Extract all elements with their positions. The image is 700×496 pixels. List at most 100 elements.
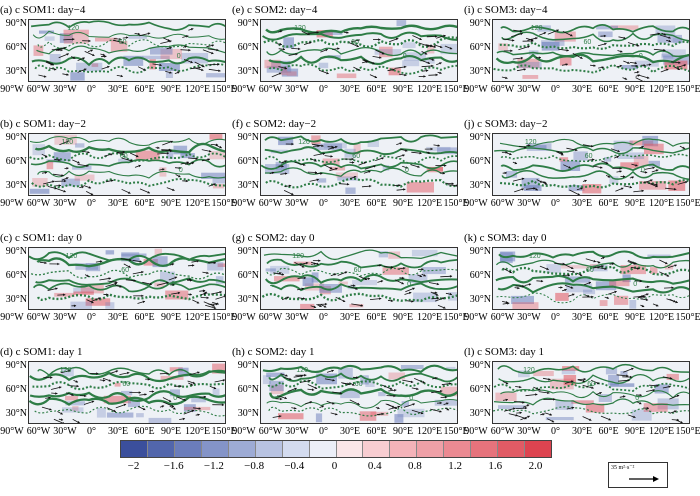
wind-vector-head — [395, 37, 399, 41]
map-area: 120 60 0 — [260, 247, 458, 310]
shading-patch — [402, 60, 420, 67]
wind-vector-head — [535, 37, 538, 40]
wind-vector-head — [173, 407, 176, 410]
map-graphic: 120 60 0 — [261, 249, 457, 309]
wind-vector-head — [522, 284, 525, 288]
shading-patch — [63, 33, 89, 44]
wind-vector-head — [589, 418, 592, 421]
wind-vector-head — [84, 394, 87, 398]
wind-vector-head — [123, 403, 127, 407]
contour-value-label: 60 — [119, 39, 127, 46]
wind-vector-head — [346, 31, 349, 34]
contour-line — [30, 20, 225, 31]
longitude-label: 0° — [551, 198, 560, 209]
wind-vector-head — [439, 71, 442, 75]
shading-patch — [661, 53, 674, 59]
wind-vector-head — [663, 33, 667, 36]
wind-vector-head — [411, 300, 414, 303]
wind-vector-head — [119, 37, 122, 41]
wind-vector-head — [647, 285, 650, 289]
wind-vector-head — [198, 407, 201, 410]
wind-vector-head — [410, 380, 414, 384]
shading-patch — [206, 73, 225, 78]
wind-vector-head — [115, 370, 119, 373]
wind-vector-head — [635, 164, 638, 167]
wind-vector-head — [119, 285, 122, 288]
wind-vector-head — [76, 384, 79, 388]
wind-vector-head — [58, 158, 61, 162]
wind-vector-head — [60, 418, 64, 421]
wind-vector-head — [141, 270, 144, 274]
wind-vector-head — [352, 383, 355, 386]
shading-patch — [440, 386, 457, 397]
shading-patch — [76, 62, 103, 72]
wind-vector-head — [656, 384, 659, 387]
wind-vector-head — [427, 151, 431, 154]
contour-line — [266, 399, 457, 409]
wind-vector-head — [677, 67, 680, 70]
contour-line — [30, 269, 225, 280]
wind-vector-head — [149, 282, 153, 286]
longitude-label: 30°W — [285, 198, 309, 209]
wind-vector-head — [668, 36, 671, 39]
contour-line — [29, 136, 225, 147]
contour-line — [267, 379, 457, 390]
wind-vector-head — [572, 293, 575, 296]
longitude-label: 120°E — [648, 426, 675, 437]
wind-vector-head — [616, 155, 619, 159]
longitude-label: 30°W — [285, 426, 309, 437]
colorbar-segment — [201, 441, 229, 457]
shading-patch — [158, 63, 180, 71]
contour-value-label: 60 — [584, 39, 592, 46]
wind-vector-head — [668, 385, 671, 388]
longitude-label: 0° — [319, 426, 328, 437]
shading-patch — [498, 43, 508, 51]
map-area: 120 60 0 — [28, 133, 226, 196]
wind-vector-head — [436, 282, 440, 286]
wind-vector-head — [75, 380, 78, 383]
wind-vector-head — [405, 149, 408, 152]
wind-vector-head — [186, 161, 190, 164]
map-panel: (a) c SOM1: day−4 90°N 60°N 30°N 120 60 0 90°W 6… — [0, 4, 237, 122]
wind-vector-head — [62, 421, 65, 423]
wind-vector-head — [352, 161, 355, 164]
contour-value-label: 120 — [529, 253, 541, 260]
shading-patch — [154, 248, 162, 256]
shading-patch — [425, 58, 435, 64]
wind-vector-head — [319, 304, 322, 307]
shading-patch — [521, 177, 540, 188]
shading-patch — [655, 25, 676, 35]
wind-vector-head — [604, 42, 607, 46]
shading-patch — [29, 188, 50, 194]
shading-patch — [437, 147, 457, 155]
latitude-label: 90°N — [237, 132, 259, 143]
wind-vector-head — [168, 399, 172, 402]
wind-vector-head — [439, 401, 442, 405]
wind-vector-head — [332, 379, 335, 382]
wind-vector-head — [439, 410, 442, 413]
colorbar-tick-label: −0.4 — [284, 460, 305, 472]
wind-vector-head — [151, 390, 155, 393]
wind-vector-head — [301, 265, 305, 268]
wind-vector-head — [55, 392, 58, 395]
contour-value-label: 60 — [586, 267, 594, 274]
shading-patch — [165, 290, 189, 300]
longitude-label: 30°E — [339, 312, 361, 323]
contour-value-label: 120 — [67, 25, 79, 32]
shading-patch — [549, 378, 574, 390]
wind-vector-head — [339, 391, 342, 395]
wind-vector-head — [202, 64, 205, 68]
panel-title: (h) c SOM2: day 1 — [232, 346, 315, 358]
wind-vector-head — [394, 389, 397, 392]
contour-value-label: 0 — [171, 281, 175, 288]
longitude-label: 30°W — [517, 312, 541, 323]
longitude-label: 60°E — [134, 426, 155, 437]
wind-vector-head — [318, 259, 321, 262]
wind-vector-head — [433, 45, 437, 48]
wind-vector-head — [377, 406, 380, 410]
wind-vector-head — [528, 144, 531, 147]
shading-patch — [121, 253, 147, 257]
wind-vector-head — [49, 408, 52, 411]
shading-patch — [165, 71, 173, 78]
contour-line — [32, 30, 225, 40]
